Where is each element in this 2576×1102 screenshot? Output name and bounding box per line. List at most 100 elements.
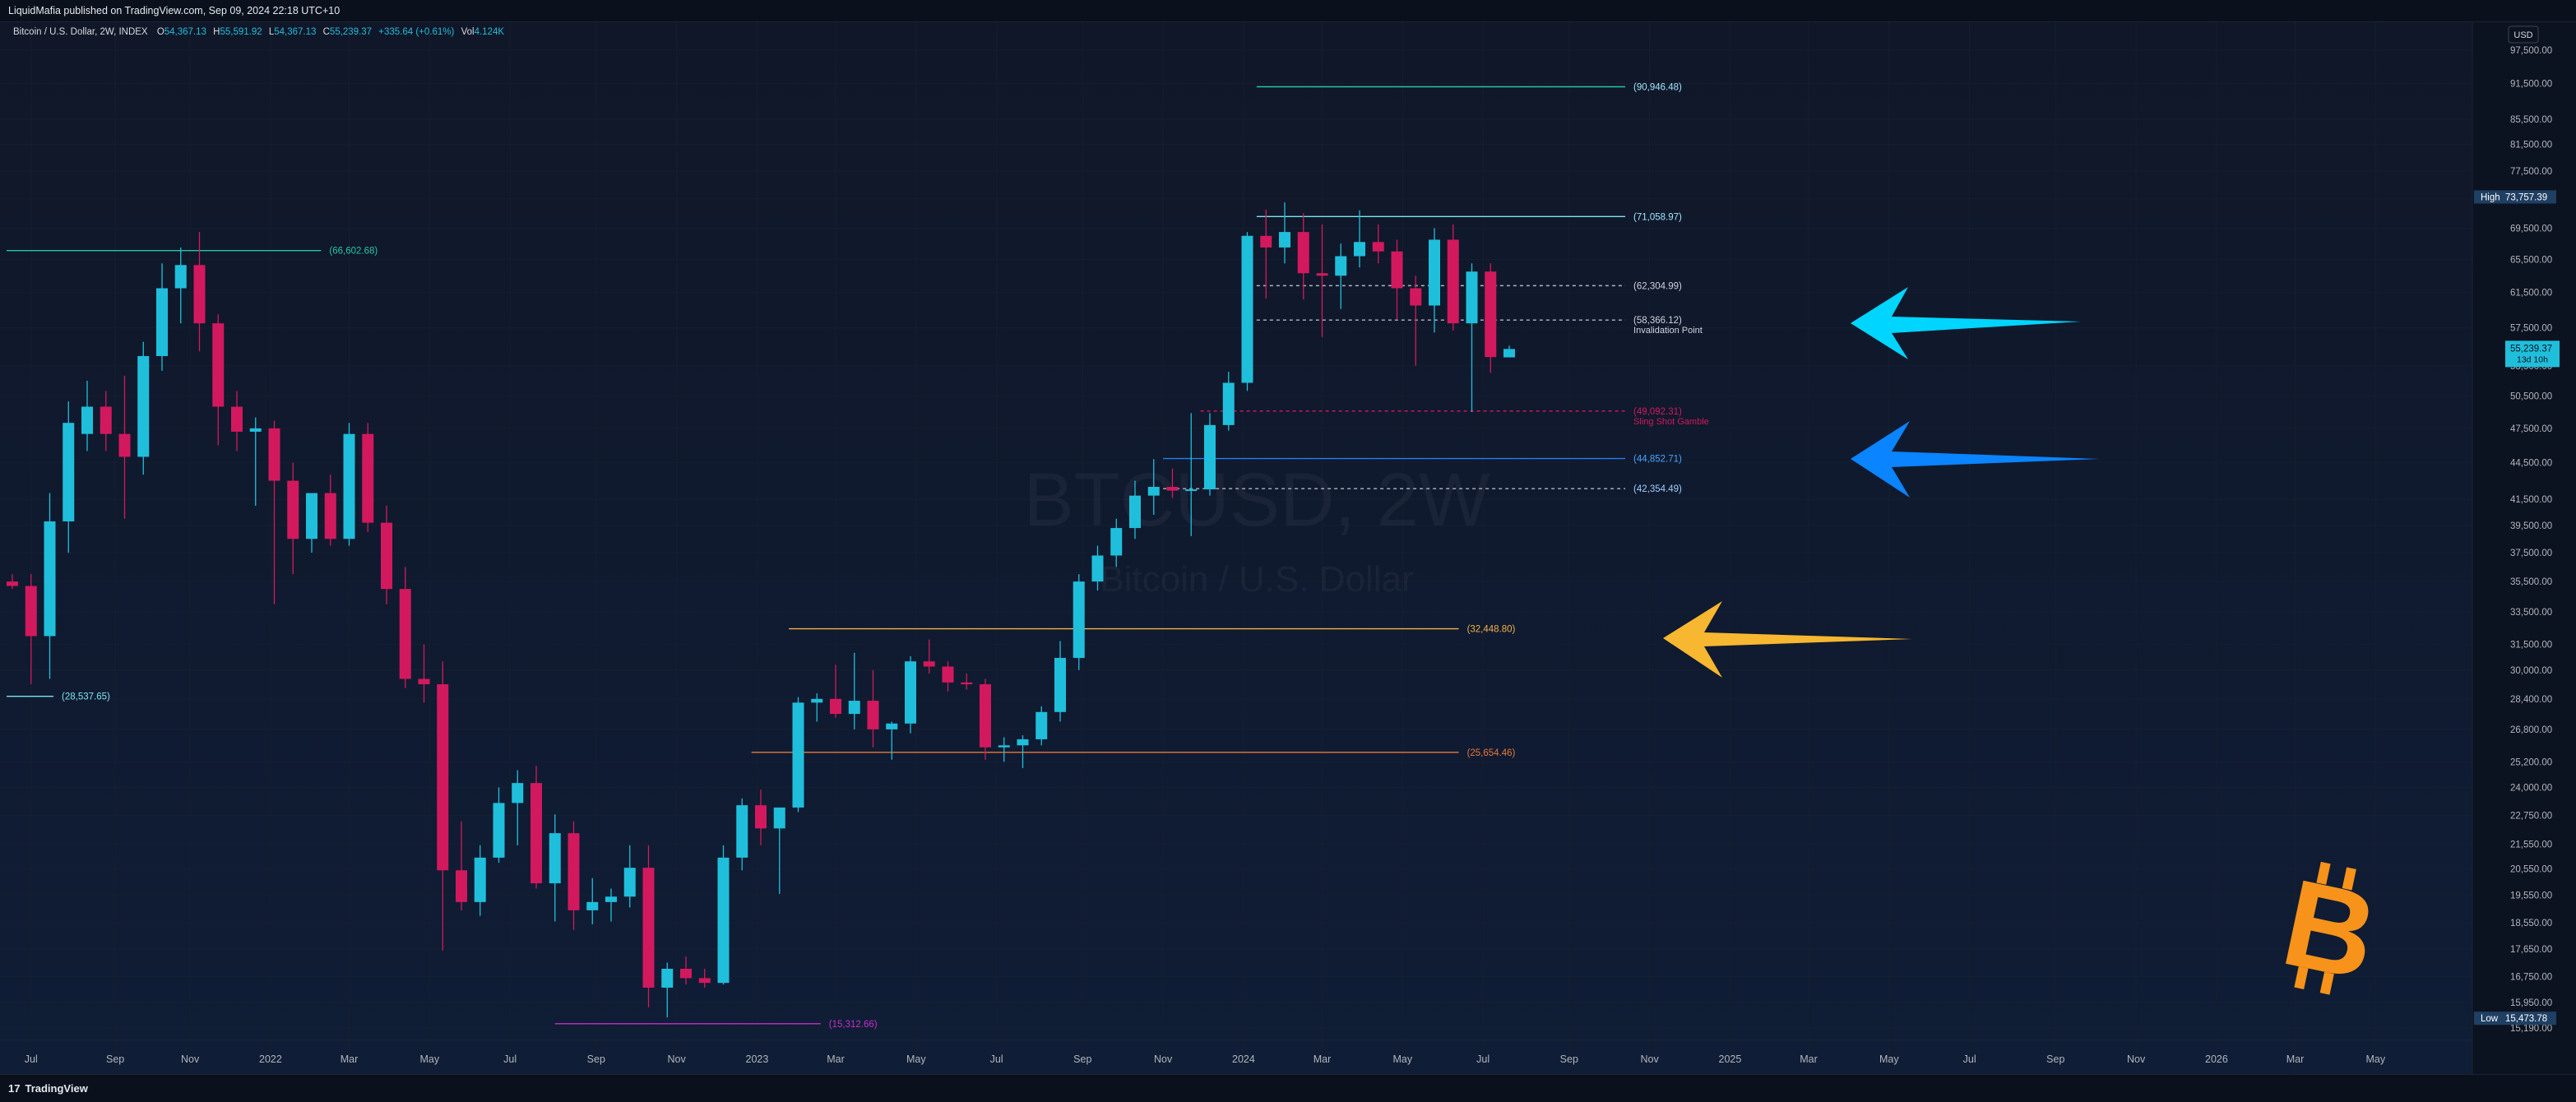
price-tick-label: 31,500.00 xyxy=(2510,641,2552,651)
legend-high: 55,591.92 xyxy=(220,27,262,37)
price-tag-box xyxy=(2474,1012,2556,1026)
candle-body xyxy=(118,433,131,457)
candle-body xyxy=(1147,487,1160,496)
legend-c-label: C xyxy=(323,27,330,37)
candle-body xyxy=(980,684,991,748)
candle-body xyxy=(1503,349,1515,358)
legend-low: 54,367.13 xyxy=(274,27,316,37)
time-tick-label: Sep xyxy=(587,1053,605,1065)
candle-body xyxy=(249,428,262,432)
candle-body xyxy=(605,896,617,902)
candle-body xyxy=(1073,581,1085,659)
candle-body xyxy=(156,288,168,356)
time-tick-label: Nov xyxy=(2127,1053,2146,1065)
legend-vol-label: Vol xyxy=(461,27,475,37)
legend-l-label: L xyxy=(269,27,275,37)
candle-body xyxy=(586,901,599,910)
price-tick-label: 77,500.00 xyxy=(2510,167,2552,177)
price-tick-label: 25,200.00 xyxy=(2510,757,2552,767)
time-axis[interactable]: Jul Sep Nov 2022 Mar May Jul Sep Nov 2023 Mar May Ju… xyxy=(0,1039,2472,1065)
candle-body xyxy=(1485,271,1497,358)
candle-body xyxy=(1297,232,1309,274)
price-tag-value: 55,239.37 xyxy=(2510,344,2552,354)
candle-body xyxy=(998,745,1010,748)
candle-body xyxy=(81,406,93,434)
candle-body xyxy=(100,406,112,434)
candle-body xyxy=(343,433,355,539)
price-tick-label: 39,500.00 xyxy=(2510,521,2552,531)
candle-body xyxy=(1204,424,1216,490)
candle-body xyxy=(212,323,225,407)
candle-body xyxy=(867,701,879,729)
time-tick-label: 2024 xyxy=(1232,1053,1255,1065)
level-label: (66,602.68) xyxy=(329,247,378,257)
candle-body xyxy=(1335,256,1347,276)
candle-body xyxy=(1035,711,1048,739)
arrow-left-icon xyxy=(1663,601,1912,678)
price-tick-label: 47,500.00 xyxy=(2510,424,2552,434)
time-tick-label: Jul xyxy=(25,1053,38,1065)
candle-body xyxy=(268,428,280,481)
price-chart[interactable]: BTCUSD, 2W Bitcoin / U.S. Dollar (90,946… xyxy=(0,22,2576,1074)
currency-button[interactable]: USD xyxy=(2508,25,2539,44)
candle-body xyxy=(456,870,467,902)
time-tick-label: Sep xyxy=(1560,1053,1578,1065)
level-sublabel: Sling Shot Gamble xyxy=(1633,417,1709,427)
price-tick-label: 65,500.00 xyxy=(2510,255,2552,265)
candle-body xyxy=(474,857,486,902)
candle-body xyxy=(905,661,916,724)
candle-body xyxy=(661,969,674,988)
level-label: (44,852.71) xyxy=(1633,455,1682,465)
level-label: (49,092.31) xyxy=(1633,407,1682,417)
time-tick-label: May xyxy=(420,1053,440,1065)
candle-body xyxy=(381,522,392,590)
tradingview-brand[interactable]: 17 TradingView xyxy=(8,1082,88,1095)
candle-body xyxy=(1354,242,1365,257)
candle-body xyxy=(7,581,18,586)
legend-o-label: O xyxy=(157,27,164,37)
candle-body xyxy=(736,805,748,858)
price-tick-label: 19,550.00 xyxy=(2510,891,2552,901)
level-sublabel: Invalidation Point xyxy=(1633,326,1703,336)
candle-body xyxy=(1241,235,1253,383)
candle-body xyxy=(549,833,561,884)
candle-body xyxy=(1410,288,1422,306)
tradingview-logo-icon: 17 xyxy=(8,1082,21,1095)
price-tick-label: 35,500.00 xyxy=(2510,577,2552,587)
legend-close: 55,239.37 xyxy=(330,27,372,37)
candle-body xyxy=(1166,487,1179,491)
price-tag-label: High xyxy=(2481,192,2500,202)
price-tick-label: 30,000.00 xyxy=(2510,666,2552,676)
candle-body xyxy=(1447,239,1459,324)
candle-body xyxy=(287,480,299,539)
price-tick-label: 91,500.00 xyxy=(2510,80,2552,90)
candle-body xyxy=(1185,489,1198,492)
candle-body xyxy=(137,355,150,457)
symbol-watermark: BTCUSD, 2W Bitcoin / U.S. Dollar xyxy=(1023,458,1490,600)
candle-body xyxy=(1391,251,1403,289)
price-tick-label: 16,750.00 xyxy=(2510,972,2552,982)
price-tag-value: 73,757.39 xyxy=(2505,192,2547,202)
price-tick-label: 57,500.00 xyxy=(2510,324,2552,334)
price-tick-label: 37,500.00 xyxy=(2510,549,2552,558)
time-tick-label: Sep xyxy=(1073,1053,1091,1065)
time-tick-label: 2025 xyxy=(1719,1053,1742,1065)
candle-body xyxy=(848,701,860,715)
candle-body xyxy=(811,698,823,703)
time-tick-label: Sep xyxy=(106,1053,124,1065)
price-tick-label: 28,400.00 xyxy=(2510,695,2552,705)
legend-open: 54,367.13 xyxy=(164,27,206,37)
candle-body xyxy=(25,586,37,637)
candle-body xyxy=(942,666,954,683)
candle-body xyxy=(1054,658,1066,712)
svg-text:Bitcoin / U.S. Dollar, 2W, IND: Bitcoin / U.S. Dollar, 2W, INDEX O54,367… xyxy=(13,27,504,37)
time-tick-label: Mar xyxy=(341,1053,359,1065)
time-tick-label: May xyxy=(1879,1053,1899,1065)
price-tick-label: 85,500.00 xyxy=(2510,115,2552,125)
currency-label: USD xyxy=(2513,30,2532,40)
candle-body xyxy=(1279,232,1290,248)
price-tick-label: 33,500.00 xyxy=(2510,608,2552,618)
candle-body xyxy=(1429,239,1440,306)
price-tag-value: 15,473.78 xyxy=(2505,1014,2547,1024)
price-axis[interactable]: 97,500.00 91,500.00 85,500.00 81,500.00 77,5… xyxy=(2472,22,2576,1074)
